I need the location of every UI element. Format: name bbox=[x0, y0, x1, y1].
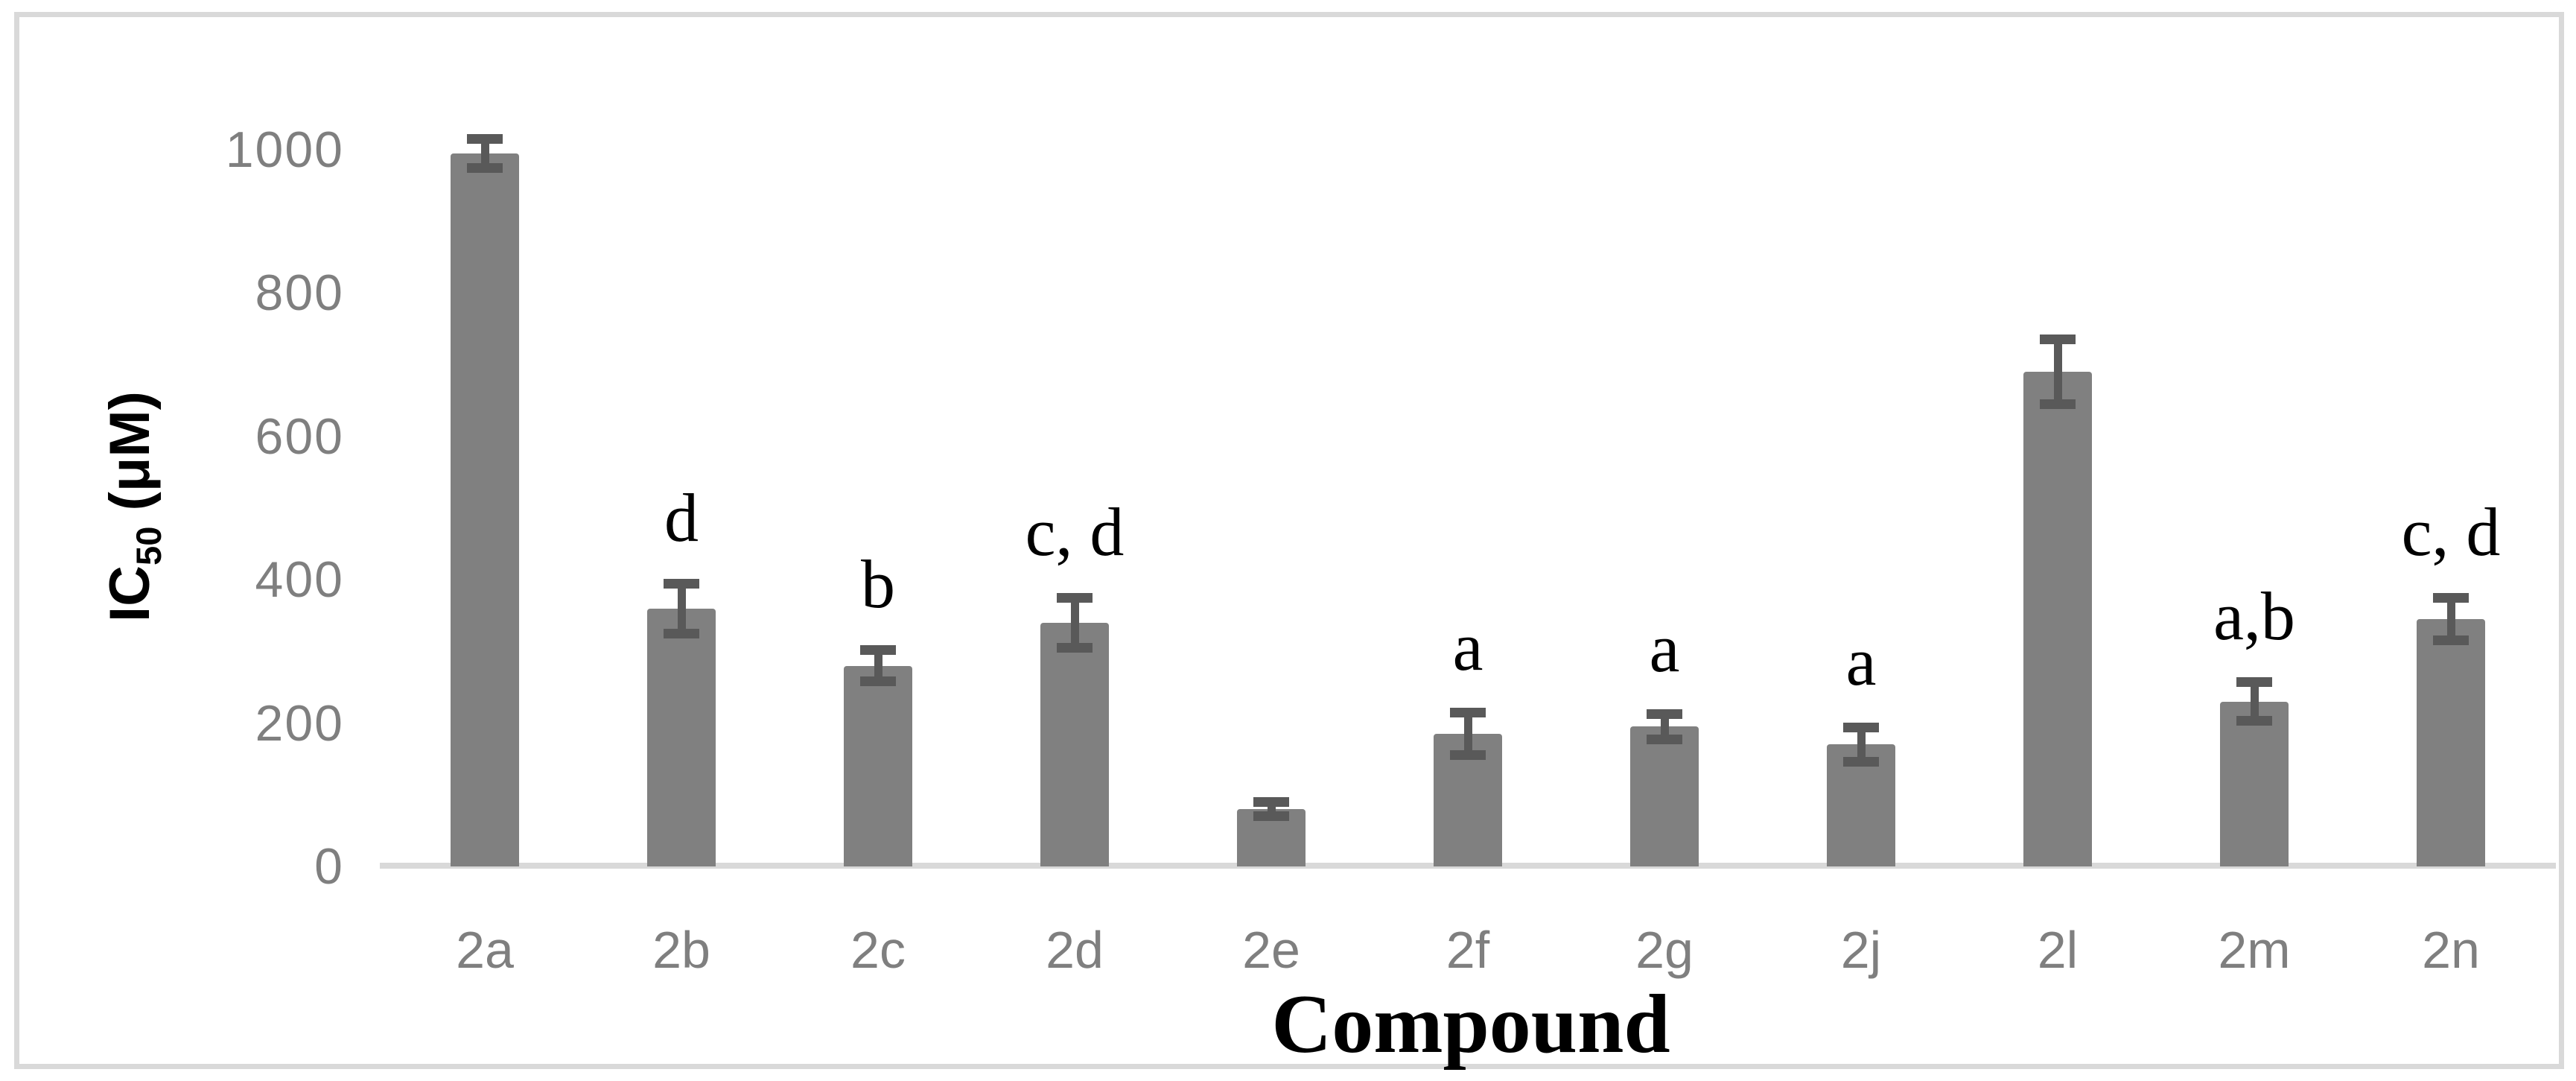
error-bar-cap-bottom-2c bbox=[860, 676, 896, 687]
x-axis-title: Compound bbox=[1271, 978, 1670, 1071]
y-axis-title-suffix: (μM) bbox=[98, 391, 162, 527]
y-axis-title: IC50 (μM) bbox=[93, 224, 168, 790]
error-bar-cap-bottom-2e bbox=[1253, 811, 1289, 822]
error-bar-cap-bottom-2f bbox=[1450, 750, 1486, 761]
annotation-2f: a bbox=[1452, 608, 1483, 685]
bar-2n bbox=[2417, 619, 2485, 866]
annotation-2g: a bbox=[1649, 609, 1680, 686]
error-bar-cap-top-2c bbox=[860, 644, 896, 655]
error-bar-2e bbox=[1267, 802, 1276, 817]
annotation-2n: c, d bbox=[2401, 493, 2501, 570]
error-bar-cap-bottom-2b bbox=[664, 628, 699, 638]
error-bar-cap-bottom-2g bbox=[1647, 735, 1682, 745]
y-tick-label: 0 bbox=[314, 838, 344, 895]
y-axis-title-prefix: IC bbox=[98, 565, 162, 622]
error-bar-cap-top-2l bbox=[2040, 335, 2076, 345]
bar-2a bbox=[451, 153, 519, 866]
error-bar-2n bbox=[2446, 597, 2455, 641]
category-label-2a: 2a bbox=[456, 921, 514, 979]
error-bar-cap-bottom-2a bbox=[467, 162, 503, 173]
error-bar-cap-top-2e bbox=[1253, 796, 1289, 807]
error-bar-2g bbox=[1660, 714, 1669, 740]
category-label-2d: 2d bbox=[1046, 921, 1104, 979]
error-bar-2f bbox=[1463, 712, 1472, 755]
category-label-2f: 2f bbox=[1446, 921, 1490, 979]
y-tick-label: 200 bbox=[255, 694, 344, 752]
category-label-2e: 2e bbox=[1242, 921, 1300, 979]
category-label-2c: 2c bbox=[850, 921, 906, 979]
error-bar-cap-bottom-2m bbox=[2236, 716, 2272, 726]
error-bar-cap-top-2n bbox=[2433, 592, 2469, 603]
error-bar-2l bbox=[2053, 339, 2062, 405]
bar-2d bbox=[1040, 622, 1109, 866]
error-bar-2j bbox=[1857, 727, 1866, 762]
error-bar-2c bbox=[874, 650, 882, 682]
error-bar-cap-top-2m bbox=[2236, 677, 2272, 688]
category-label-2g: 2g bbox=[1635, 921, 1694, 979]
y-tick-label: 400 bbox=[255, 551, 344, 609]
error-bar-cap-top-2f bbox=[1450, 707, 1486, 717]
annotation-2m: a,b bbox=[2213, 578, 2295, 655]
bar-2c bbox=[844, 665, 912, 866]
annotation-2j: a bbox=[1845, 623, 1877, 700]
error-bar-cap-top-2b bbox=[664, 578, 699, 589]
category-label-2j: 2j bbox=[1840, 921, 1882, 979]
annotation-2c: b bbox=[861, 545, 895, 622]
error-bar-2m bbox=[2250, 682, 2259, 721]
category-label-2l: 2l bbox=[2037, 921, 2079, 979]
category-label-2n: 2n bbox=[2422, 921, 2480, 979]
error-bar-cap-top-2g bbox=[1647, 708, 1682, 719]
error-bar-cap-top-2d bbox=[1057, 592, 1093, 603]
annotation-2d: c, d bbox=[1025, 493, 1125, 570]
y-tick-label: 1000 bbox=[225, 121, 344, 178]
error-bar-cap-bottom-2d bbox=[1057, 643, 1093, 653]
error-bar-2b bbox=[677, 583, 686, 634]
y-tick-label: 800 bbox=[255, 264, 344, 322]
error-bar-2d bbox=[1070, 597, 1079, 648]
annotation-2b: d bbox=[664, 479, 699, 556]
category-label-2m: 2m bbox=[2218, 921, 2291, 979]
category-label-2b: 2b bbox=[652, 921, 710, 979]
bar-2g bbox=[1630, 726, 1699, 866]
error-bar-cap-bottom-2j bbox=[1843, 757, 1879, 767]
error-bar-cap-top-2j bbox=[1843, 722, 1879, 732]
y-tick-label: 600 bbox=[255, 408, 344, 465]
error-bar-2a bbox=[480, 139, 489, 168]
figure-border bbox=[14, 12, 2564, 1069]
y-axis-title-subscript: 50 bbox=[129, 526, 169, 565]
error-bar-cap-bottom-2l bbox=[2040, 399, 2076, 409]
error-bar-cap-bottom-2n bbox=[2433, 635, 2469, 646]
bar-2b bbox=[647, 608, 716, 866]
bar-2l bbox=[2023, 372, 2092, 866]
error-bar-cap-top-2a bbox=[467, 134, 503, 145]
bar-2m bbox=[2220, 701, 2289, 866]
